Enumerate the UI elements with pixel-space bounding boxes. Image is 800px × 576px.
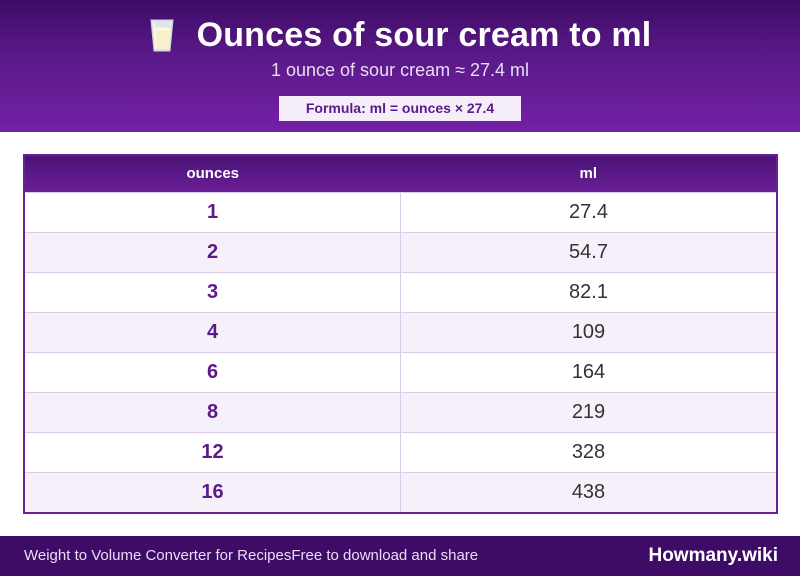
title-row: Ounces of sour cream to ml (0, 12, 800, 58)
ounces-cell: 1 (25, 191, 401, 232)
table-row: 6 164 (25, 351, 776, 392)
ml-cell: 82.1 (400, 271, 776, 312)
footer-tagline: Weight to Volume Converter for RecipesFr… (24, 547, 479, 564)
conversion-table: ounces ml 1 27.4 2 54.7 3 82.1 4 109 6 (23, 154, 778, 514)
header: Ounces of sour cream to ml 1 ounce of so… (0, 0, 800, 132)
page-title: Ounces of sour cream to ml (196, 15, 652, 54)
table-header-row: ounces ml (25, 156, 776, 192)
ounces-cell: 12 (25, 431, 401, 472)
page-subtitle: 1 ounce of sour cream ≈ 27.4 ml (270, 60, 529, 80)
ml-cell: 54.7 (400, 231, 776, 272)
table-row: 3 82.1 (25, 271, 776, 312)
ml-cell: 219 (400, 391, 776, 432)
ml-cell: 109 (400, 311, 776, 352)
milk-glass-icon (149, 17, 175, 53)
ounces-cell: 6 (25, 351, 401, 392)
table-row: 12 328 (25, 431, 776, 472)
table-row: 2 54.7 (25, 231, 776, 272)
table-row: 16 438 (25, 471, 776, 512)
ml-cell: 164 (400, 351, 776, 392)
ml-cell: 328 (400, 431, 776, 472)
table-row: 1 27.4 (25, 191, 776, 232)
footer: Weight to Volume Converter for RecipesFr… (0, 536, 800, 576)
ml-cell: 27.4 (400, 191, 776, 232)
footer-brand-link[interactable]: Howmany.wiki (648, 545, 778, 566)
ml-cell: 438 (400, 471, 776, 512)
ounces-cell: 4 (25, 311, 401, 352)
column-header-ml: ml (579, 165, 597, 183)
ounces-cell: 16 (25, 471, 401, 512)
table-row: 8 219 (25, 391, 776, 432)
ounces-cell: 2 (25, 231, 401, 272)
formula-badge: Formula: ml = ounces × 27.4 (279, 96, 521, 121)
column-header-ounces: ounces (186, 165, 239, 183)
ounces-cell: 3 (25, 271, 401, 312)
table-row: 4 109 (25, 311, 776, 352)
ounces-cell: 8 (25, 391, 401, 432)
